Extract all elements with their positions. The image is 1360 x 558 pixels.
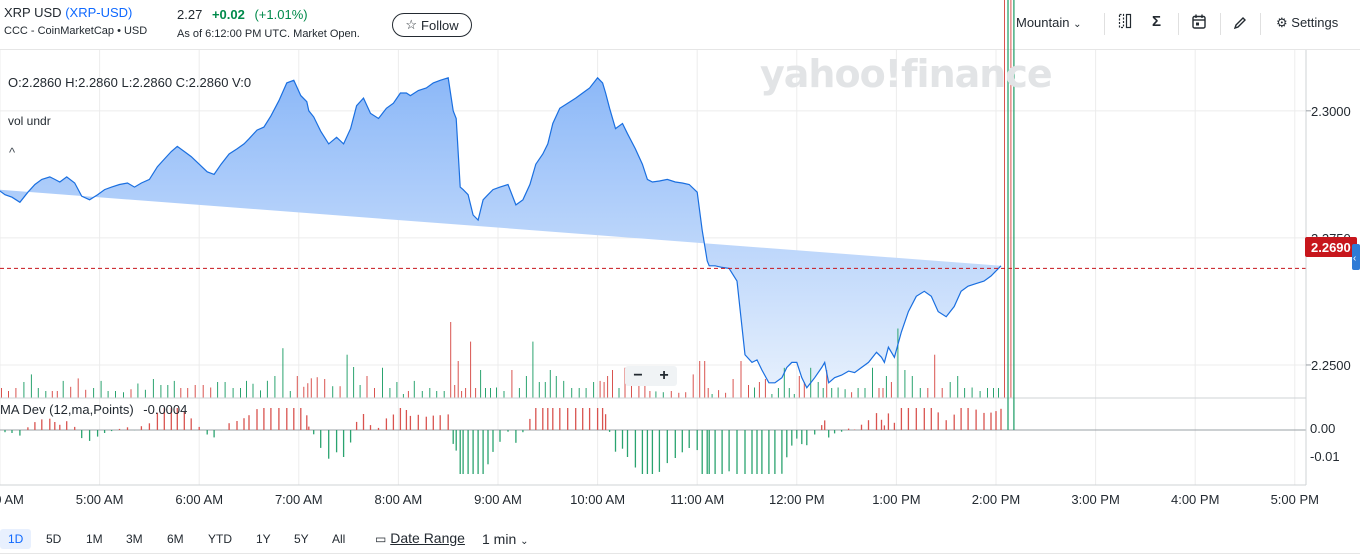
calendar-icon: [1192, 14, 1206, 29]
chevron-down-icon: ⌄: [520, 536, 529, 547]
columns-icon: [1118, 13, 1132, 29]
scroll-handle[interactable]: [1352, 244, 1360, 270]
last-price: 2.27: [177, 7, 203, 22]
range-3m[interactable]: 3M: [126, 532, 143, 546]
ohlc-readout: O:2.2860 H:2.2860 L:2.2860 C:2.2860 V:0: [8, 75, 252, 90]
bottom-divider: [0, 553, 1360, 554]
x-tick-label: 8:00 AM: [375, 492, 423, 507]
star-icon: ☆: [405, 17, 418, 32]
interval-dropdown[interactable]: 1 min ⌄: [482, 531, 529, 547]
quote-header: XRP USD (XRP-USD) CCC - CoinMarketCap • …: [0, 0, 1360, 50]
madev-label: MA Dev (12,ma,Points): [0, 402, 134, 417]
x-tick-label: 5:00 PM: [1271, 492, 1319, 507]
toolbar-divider: [1220, 13, 1221, 35]
price-line: 2.27 +0.02 (+1.01%): [177, 7, 308, 22]
y-tick-label: 2.2500: [1311, 358, 1351, 373]
chevron-down-icon: ⌄: [1073, 19, 1082, 30]
toolbar-divider: [1260, 13, 1261, 35]
gear-icon: ⚙: [1276, 15, 1288, 30]
x-tick-label: 11:00 AM: [670, 492, 724, 507]
calendar-icon: ▭: [375, 532, 387, 546]
x-tick-label: 3:00 PM: [1071, 492, 1119, 507]
range-all[interactable]: All: [332, 532, 346, 546]
yahoo-finance-watermark: yahoo!finance: [760, 52, 1053, 96]
asset-name: XRP USD: [4, 5, 62, 20]
quote-title: XRP USD (XRP-USD): [4, 5, 132, 20]
x-tick-label: 5:00 AM: [76, 492, 124, 507]
x-tick-label: 2:00 PM: [972, 492, 1020, 507]
range-ytd[interactable]: YTD: [208, 532, 232, 546]
zoom-controls: − +: [625, 366, 677, 386]
range-selector: 1D 5D 1M 3M 6M YTD 1Y 5Y All ▭ Date Rang…: [0, 527, 1360, 551]
x-tick-label: 7:00 AM: [275, 492, 323, 507]
zoom-out-button[interactable]: −: [633, 367, 643, 384]
date-range-label: Date Range: [390, 530, 465, 546]
x-tick-label: 4:00 AM: [0, 492, 24, 507]
market-status: As of 6:12:00 PM UTC. Market Open.: [177, 28, 360, 40]
range-5d[interactable]: 5D: [46, 532, 62, 546]
x-tick-label: 9:00 AM: [474, 492, 522, 507]
volume-underlay-label: vol undr: [8, 114, 51, 128]
y-tick-label: 2.3000: [1311, 104, 1351, 119]
symbol-link[interactable]: (XRP-USD): [65, 5, 133, 20]
chart-type-label: Mountain: [1016, 15, 1070, 30]
exchange-info: CCC - CoinMarketCap • USD: [4, 25, 148, 37]
chart-type-dropdown[interactable]: Mountain ⌄: [1016, 15, 1082, 30]
settings-label: Settings: [1291, 15, 1339, 30]
x-tick-label: 6:00 AM: [175, 492, 223, 507]
draw-button[interactable]: [1233, 16, 1247, 33]
pencil-icon: [1233, 17, 1246, 30]
settings-button[interactable]: ⚙ Settings: [1276, 15, 1338, 31]
follow-button[interactable]: ☆ Follow: [392, 13, 472, 37]
chevron-left-icon: ‹: [1353, 253, 1356, 264]
x-tick-label: 10:00 AM: [570, 492, 625, 507]
range-1m[interactable]: 1M: [86, 532, 103, 546]
range-1d[interactable]: 1D: [0, 529, 32, 549]
madev-tick-zero: 0.00: [1310, 421, 1335, 436]
x-tick-label: 12:00 PM: [769, 492, 825, 507]
madev-value: -0.0004: [143, 402, 188, 417]
zoom-in-button[interactable]: +: [659, 367, 669, 384]
range-5y[interactable]: 5Y: [294, 532, 309, 546]
madev-tick-neg: -0.01: [1310, 449, 1340, 464]
price-change: +0.02: [211, 7, 245, 22]
events-button[interactable]: [1192, 14, 1206, 32]
price-area: [0, 77, 1001, 388]
date-range-button[interactable]: ▭ Date Range: [375, 530, 465, 546]
x-tick-label: 1:00 PM: [872, 492, 920, 507]
madev-legend: MA Dev (12,ma,Points) -0.0004: [0, 402, 187, 417]
current-price-label: 2.2690: [1311, 240, 1351, 255]
current-price-tag: 2.2690: [1305, 237, 1357, 257]
price-line-series: [0, 76, 1002, 389]
interval-label: 1 min: [482, 531, 517, 547]
sigma-icon: Σ: [1152, 13, 1162, 30]
toolbar-divider: [1178, 13, 1179, 35]
toolbar-divider: [1104, 13, 1105, 35]
follow-label: Follow: [421, 17, 459, 33]
range-1y[interactable]: 1Y: [256, 532, 271, 546]
indicators-button[interactable]: Σ: [1152, 13, 1161, 30]
price-change-percent: (+1.01%): [254, 7, 308, 22]
collapse-caret-icon[interactable]: ^: [9, 145, 16, 160]
x-tick-label: 4:00 PM: [1171, 492, 1219, 507]
range-6m[interactable]: 6M: [167, 532, 184, 546]
compare-button[interactable]: [1118, 13, 1132, 32]
